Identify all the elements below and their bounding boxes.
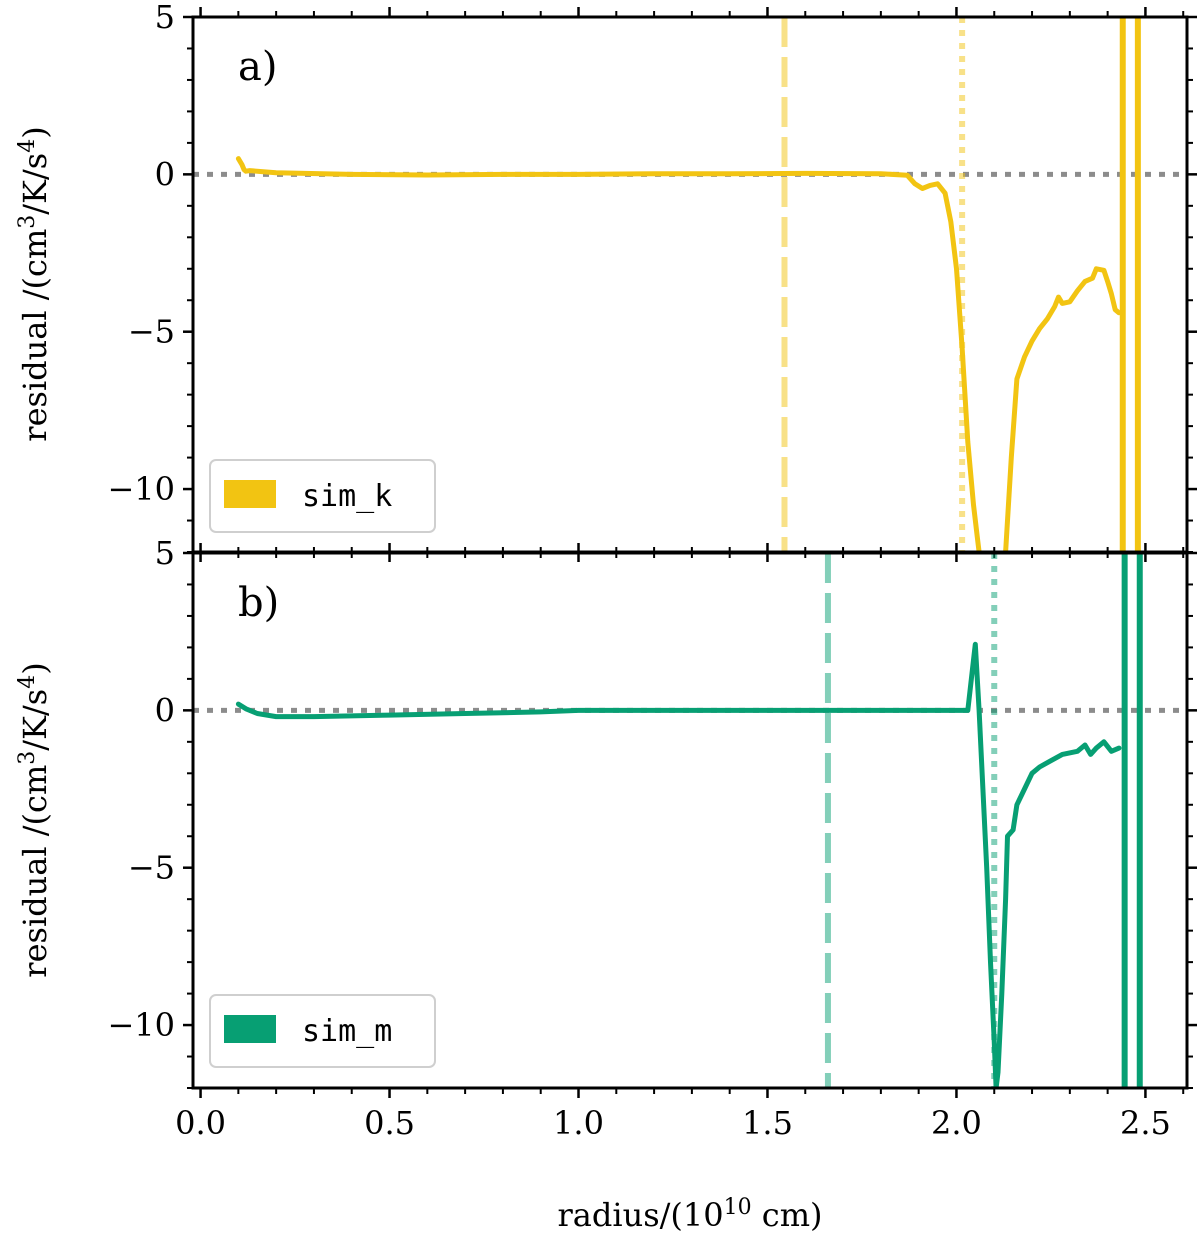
- x-tick-label: 1.5: [742, 1104, 793, 1142]
- legend-label-sim-m: sim_m: [302, 1014, 392, 1049]
- series-line-sim_k-0: [235, 156, 982, 552]
- x-axis-title: radius/(1010 cm): [557, 1195, 822, 1235]
- panel-b: 5 0 −5 −10 0.0 0.5 1.0 1.5 2.0 2.5 b) sim_m resid…: [15, 534, 1197, 1142]
- legend-swatch-sim-k: [224, 480, 276, 508]
- panel-b-ticks: 5 0 −5 −10 0.0 0.5 1.0 1.5 2.0 2.5: [107, 534, 1197, 1142]
- y-tick-label: −5: [128, 849, 175, 887]
- y-tick-label: 5: [155, 0, 175, 36]
- panel-b-label: b): [238, 580, 279, 626]
- x-tick-label: 0.0: [175, 1104, 226, 1142]
- panel-b-frame: [191, 551, 1189, 1090]
- panel-b-legend: sim_m: [209, 994, 436, 1068]
- series-line-sim_k-1: [1003, 266, 1122, 552]
- legend-swatch-sim-m: [224, 1015, 276, 1043]
- legend-label-sim-k: sim_k: [302, 479, 392, 514]
- y-tick-label: −10: [107, 1006, 175, 1044]
- x-tick-label: 2.0: [931, 1104, 982, 1142]
- series-line-sim_m-0: [235, 641, 1122, 1088]
- panel-a-ylabel: residual /(cm3/K/s4): [15, 126, 55, 441]
- panel-a-label: a): [238, 44, 277, 90]
- y-tick-label: −10: [107, 470, 175, 508]
- panel-a-legend: sim_k: [209, 459, 436, 533]
- x-tick-label: 0.5: [364, 1104, 415, 1142]
- panel-a-ticks: 5 0 −5 −10: [107, 0, 1197, 562]
- panel-a-plot-area: [193, 17, 1187, 552]
- y-tick-label: 0: [155, 155, 175, 193]
- y-tick-label: −5: [128, 313, 175, 351]
- x-tick-label: 2.5: [1120, 1104, 1171, 1142]
- y-tick-label: 5: [155, 534, 175, 572]
- panel-b-plot-area: [193, 553, 1187, 1088]
- panel-b-ylabel: residual /(cm3/K/s4): [15, 662, 55, 977]
- y-tick-label: 0: [155, 691, 175, 729]
- x-tick-label: 1.0: [553, 1104, 604, 1142]
- panel-a: 5 0 −5 −10 a) sim_k residual /(cm3/K/s4): [15, 0, 1197, 562]
